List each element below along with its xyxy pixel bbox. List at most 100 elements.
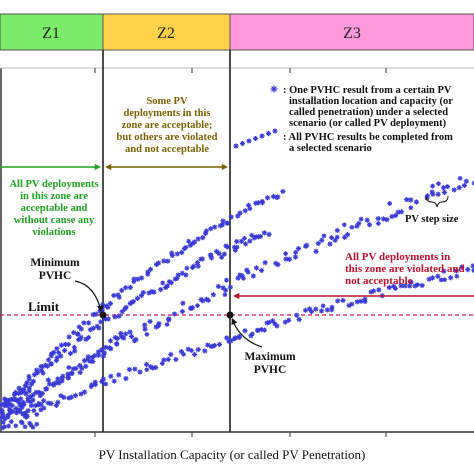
pvhc-marker (313, 248, 319, 254)
pvhc-marker (440, 185, 447, 191)
pvhc-marker (151, 289, 157, 295)
pvhc-marker (448, 275, 454, 281)
legend-series-star (272, 128, 278, 134)
pvhc-marker (172, 276, 178, 282)
pvhc-marker (204, 228, 209, 234)
pvhc-marker (30, 392, 36, 398)
pvhc-marker (14, 410, 19, 416)
pvhc-marker (253, 265, 260, 271)
pvhc-marker (190, 241, 196, 246)
pvhc-marker (186, 238, 191, 244)
step-size-brace (425, 195, 449, 208)
pvhc-marker (261, 230, 267, 236)
pvhc-marker (111, 378, 117, 384)
pvhc-marker (20, 411, 26, 417)
pvhc-marker (96, 352, 102, 358)
pvhc-marker (82, 389, 88, 395)
pvhc-marker (184, 265, 190, 271)
pvhc-marker (123, 376, 129, 382)
pvhc-marker (319, 237, 325, 243)
pvhc-marker (85, 334, 92, 341)
z3-arrow (233, 292, 474, 300)
pvhc-marker (164, 322, 170, 327)
maximum-pvhc: Maximum PVHC (244, 351, 296, 376)
pvhc-marker (262, 260, 268, 266)
pvhc-marker (470, 263, 474, 269)
pvhc-marker (179, 308, 185, 314)
z2-double-arrow (105, 163, 228, 171)
pvhc-marker (6, 423, 11, 429)
pvhc-marker (465, 267, 471, 273)
pvhc-marker (415, 282, 420, 288)
pvhc-marker (118, 330, 124, 337)
pvhc-marker (18, 396, 24, 402)
pvhc-marker (236, 333, 242, 339)
pvhc-marker (283, 251, 288, 256)
pvhc-marker (33, 390, 39, 396)
maximum-pvhc-line-2: PVHC (254, 364, 287, 376)
pvhc-marker (456, 185, 462, 191)
pvhc-marker (221, 251, 227, 257)
pvhc-marker (457, 175, 463, 181)
minimum-pvhc: Minimum PVHC (30, 257, 80, 282)
pvhc-marker (43, 386, 49, 392)
pvhc-marker (37, 393, 43, 399)
pvhc-marker (266, 231, 272, 237)
pvhc-marker (461, 182, 467, 189)
pvhc-marker (242, 328, 248, 334)
minimum-pvhc-point (99, 311, 107, 319)
pvhc-marker (321, 233, 327, 239)
pvhc-marker (166, 316, 172, 322)
pvhc-marker (274, 195, 280, 200)
z1-text-2: in this zone are (20, 191, 88, 202)
pvhc-marker (142, 326, 148, 332)
z1-arrow-head (94, 163, 101, 171)
pvhc-marker (358, 216, 364, 222)
z1-annotation: All PV deployments in this zone are acce… (9, 179, 98, 238)
pvhc-marker (264, 195, 271, 201)
pvhc-marker (160, 280, 166, 286)
pvhc-marker (293, 249, 299, 255)
pvhc-marker (123, 331, 129, 337)
pvhc-marker (105, 316, 111, 322)
pvhc-marker (158, 287, 164, 293)
pvhc-marker (216, 250, 222, 257)
z2-text-3: zone are acceptable; (122, 120, 213, 131)
z2-text-4: but others are violated (116, 132, 217, 143)
pvhc-marker (108, 373, 114, 379)
pvhc-marker (215, 283, 221, 289)
pvhc-marker (51, 381, 57, 387)
pvhc-marker (430, 183, 435, 189)
z3-annotation: All PV deployments in this zone are viol… (345, 251, 465, 287)
pvhc-marker (210, 292, 216, 298)
pvhc-marker (319, 308, 325, 314)
pvhc-marker (335, 298, 341, 304)
pvhc-marker (393, 213, 399, 218)
pvhc-marker (112, 314, 118, 320)
pvhc-marker (332, 237, 338, 243)
pvhc-marker (304, 242, 310, 248)
pvhc-marker (12, 391, 17, 397)
pvhc-marker (31, 408, 37, 413)
pvhc-marker (354, 223, 360, 229)
pvhc-marker (77, 362, 83, 369)
pvhc-marker (105, 305, 111, 310)
pvhc-marker (258, 234, 263, 239)
pvhc-marker (408, 197, 414, 203)
pvhc-marker (103, 344, 109, 350)
pvhc-marker (108, 346, 114, 352)
pvhc-marker (441, 268, 447, 274)
z3-text-1: All PV deployments in (345, 251, 450, 263)
pvhc-marker (275, 262, 281, 268)
pvhc-marker (442, 277, 448, 283)
pvhc-marker (86, 320, 92, 326)
pvhc-marker (75, 331, 81, 337)
pvhc-scatter-series (0, 175, 474, 431)
pvhc-marker (225, 220, 230, 226)
pvhc-marker (26, 388, 32, 394)
pvhc-marker (183, 272, 189, 278)
pvhc-marker (165, 356, 171, 363)
pvhc-marker (159, 361, 165, 366)
pvhc-marker (22, 390, 28, 396)
pvhc-marker (294, 312, 300, 318)
